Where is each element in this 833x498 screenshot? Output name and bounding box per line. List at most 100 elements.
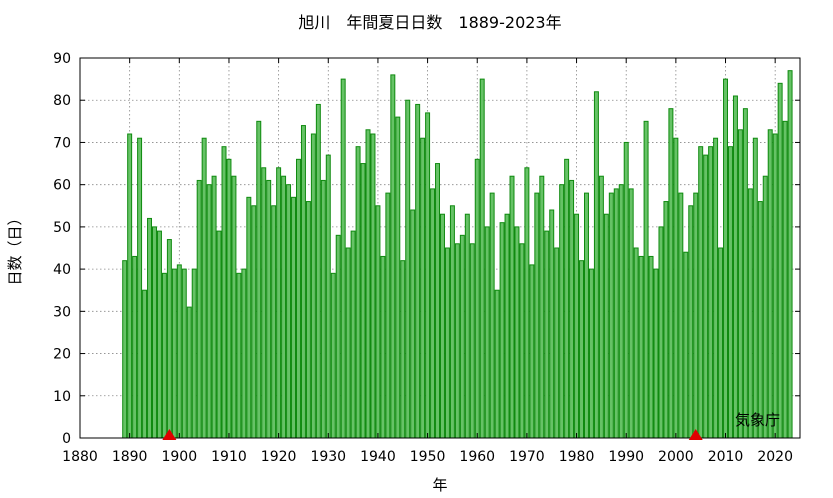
y-tick-label-1: 10 (53, 389, 71, 405)
bar-2003 (688, 205, 694, 439)
bar-1905 (201, 137, 207, 439)
y-tick-label-5: 50 (53, 220, 71, 236)
bar-1946 (405, 99, 411, 439)
x-tick-label-1: 1890 (112, 449, 148, 465)
bar-1900 (176, 264, 182, 439)
bar-1975 (549, 209, 555, 439)
y-tick-label-0: 0 (62, 431, 71, 447)
axis-ticks: 1880 1890 1900 1910 1920 1930 1940 1950 1960 1970… (53, 51, 800, 465)
bar-1902 (186, 306, 192, 439)
bar-1892 (137, 137, 143, 439)
bar-1952 (435, 163, 440, 439)
bar-1972 (534, 192, 540, 439)
bar-1964 (494, 289, 500, 439)
y-tick-label-7: 70 (53, 135, 71, 151)
bar-2018 (762, 175, 768, 439)
bar-1986 (603, 213, 609, 439)
bar-1912 (236, 272, 242, 439)
bar-1969 (519, 243, 525, 439)
bar-2002 (683, 251, 689, 439)
x-tick-label-14: 2020 (757, 449, 793, 465)
source-label: 気象庁 (735, 411, 780, 429)
bar-1968 (514, 226, 520, 439)
y-axis-label: 日数（日） (6, 210, 24, 285)
bar-1896 (156, 230, 162, 439)
bar-1944 (395, 116, 401, 439)
bar-1921 (281, 175, 287, 439)
bar-2013 (737, 129, 743, 439)
x-tick-label-0: 1880 (62, 449, 98, 465)
marker-triangle-1 (688, 429, 703, 440)
bar-1974 (544, 230, 550, 439)
bar-1903 (191, 268, 197, 439)
bar-2016 (752, 137, 758, 439)
bar-1891 (132, 255, 138, 439)
bar-1996 (653, 268, 659, 439)
bar-1966 (504, 213, 510, 439)
bar-1957 (459, 234, 465, 439)
bar-1945 (400, 260, 406, 439)
x-tick-label-2: 1900 (161, 449, 197, 465)
y-tick-label-9: 90 (53, 51, 71, 67)
bars (122, 70, 793, 439)
bar-1931 (330, 272, 336, 439)
bar-1976 (554, 247, 560, 439)
bar-1920 (276, 167, 282, 439)
bar-1999 (668, 108, 674, 439)
bar-1948 (415, 103, 421, 439)
bar-1919 (271, 205, 277, 439)
x-tick-label-8: 1960 (459, 449, 495, 465)
bar-2007 (708, 146, 714, 439)
bar-1995 (648, 255, 654, 439)
bar-1943 (390, 74, 396, 439)
bar-2019 (767, 129, 773, 439)
bar-1904 (196, 179, 202, 439)
bar-1973 (539, 175, 545, 439)
bar-1951 (430, 188, 436, 439)
plot-frame (79, 57, 801, 439)
bar-2021 (777, 82, 783, 439)
bar-1938 (365, 129, 371, 439)
bar-1894 (147, 217, 152, 439)
bar-1899 (171, 268, 177, 439)
bar-2001 (678, 192, 684, 439)
bar-1987 (608, 192, 614, 439)
y-tick-label-6: 60 (53, 178, 71, 194)
y-tick-label-3: 30 (53, 304, 71, 320)
bar-1980 (574, 213, 580, 439)
bar-1898 (166, 239, 172, 439)
bar-2023 (787, 70, 793, 439)
bar-1924 (296, 158, 301, 439)
bar-1992 (633, 247, 639, 439)
bar-1958 (464, 213, 470, 439)
bar-1927 (310, 133, 316, 439)
bar-1941 (380, 255, 386, 439)
bar-1954 (444, 247, 450, 439)
bar-1935 (350, 230, 356, 439)
x-tick-label-4: 1920 (261, 449, 297, 465)
bar-1953 (440, 213, 445, 439)
bar-1910 (226, 158, 232, 439)
bar-2011 (728, 146, 733, 439)
bar-1922 (286, 184, 292, 439)
x-tick-label-13: 2010 (708, 449, 744, 465)
bar-1918 (266, 179, 272, 439)
bar-2005 (698, 146, 704, 439)
bar-1994 (643, 120, 649, 439)
bar-1906 (206, 184, 212, 439)
bar-2006 (703, 154, 709, 439)
x-tick-label-7: 1950 (410, 449, 446, 465)
bar-1960 (474, 158, 480, 439)
bar-1914 (246, 196, 252, 439)
bar-1926 (305, 201, 311, 439)
bar-1890 (127, 133, 133, 439)
x-tick-label-5: 1930 (310, 449, 346, 465)
bar-1939 (370, 133, 376, 439)
chart-title: 旭川 年間夏日日数 1889-2023年 (298, 13, 561, 32)
bar-1895 (152, 226, 157, 439)
bar-1917 (261, 167, 267, 439)
bar-1947 (410, 209, 416, 439)
bar-1911 (231, 175, 237, 439)
bar-1979 (569, 179, 575, 439)
bar-1991 (628, 188, 634, 439)
